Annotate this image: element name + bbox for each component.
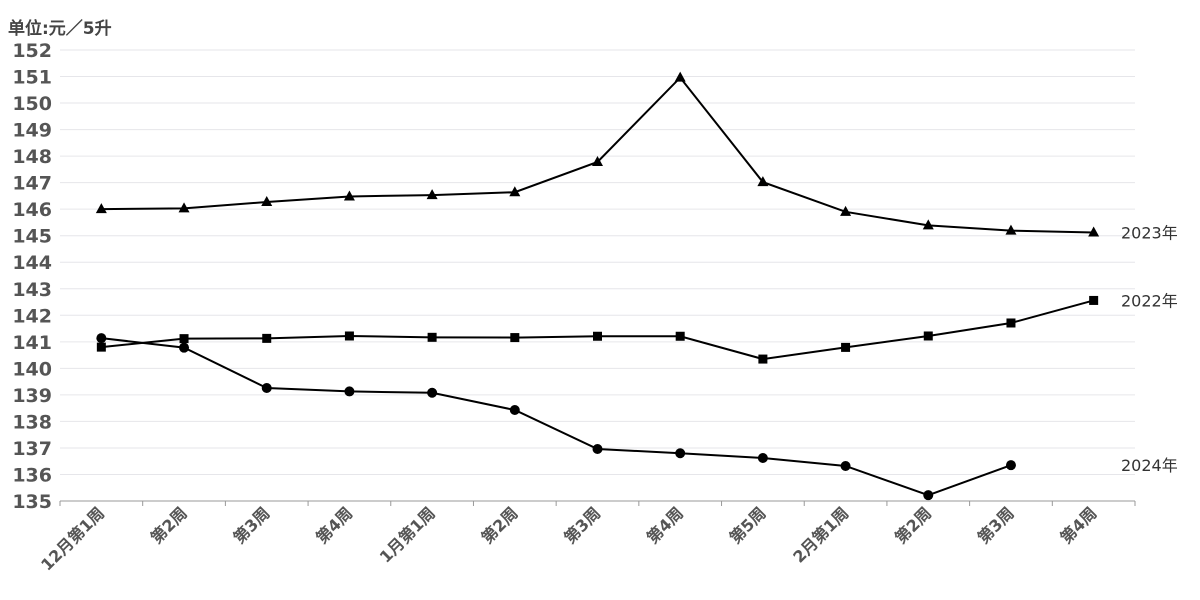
y-tick-label: 145 [12, 226, 52, 248]
data-point-circle [1005, 460, 1016, 471]
y-tick-label: 140 [12, 358, 52, 380]
data-point-circle [592, 444, 603, 455]
data-point-square [179, 334, 189, 344]
data-point-circle [675, 448, 686, 459]
y-tick-label: 151 [12, 67, 52, 89]
x-tick-label: 12月第1周 [37, 503, 108, 574]
data-point-square [1006, 318, 1016, 328]
y-tick-label: 143 [12, 279, 52, 301]
x-tick-label: 2月第1周 [789, 503, 852, 566]
series-label: 2022年 [1121, 291, 1178, 310]
data-point-triangle [95, 203, 107, 214]
y-tick-label: 149 [12, 120, 52, 142]
x-tick-label: 第3周 [974, 503, 1018, 547]
data-point-triangle [178, 202, 190, 213]
x-tick-label: 第4周 [1057, 503, 1101, 547]
y-tick-label: 144 [12, 252, 52, 274]
data-point-triangle [343, 190, 355, 201]
data-point-square [427, 332, 437, 342]
data-point-square [841, 342, 851, 352]
data-point-square [593, 331, 602, 341]
y-tick-label: 142 [12, 305, 52, 327]
y-tick-label: 141 [12, 332, 52, 354]
data-point-triangle [757, 176, 769, 187]
data-point-triangle [426, 189, 438, 200]
y-tick-label: 152 [12, 40, 52, 62]
y-tick-label: 138 [12, 411, 52, 433]
data-point-square [675, 331, 685, 341]
data-point-square [1089, 295, 1099, 305]
data-point-circle [261, 382, 272, 393]
data-point-circle [96, 333, 107, 344]
x-tick-label: 第4周 [312, 503, 356, 547]
data-point-circle [757, 453, 768, 464]
data-point-circle [179, 342, 190, 353]
data-point-triangle [1088, 226, 1100, 237]
y-tick-label: 150 [12, 93, 52, 115]
data-point-square [923, 331, 933, 341]
data-point-triangle [261, 196, 273, 207]
x-tick-label: 第2周 [147, 503, 191, 547]
data-point-triangle [674, 71, 686, 82]
data-point-triangle [592, 155, 603, 166]
data-point-triangle [922, 219, 934, 230]
x-tick-label: 第4周 [643, 503, 687, 547]
y-tick-label: 135 [12, 491, 52, 513]
series-line [101, 337, 1012, 497]
x-tick-label: 第5周 [726, 503, 770, 547]
y-tick-label: 136 [12, 464, 52, 486]
data-point-square [262, 333, 272, 343]
data-point-square [510, 333, 520, 343]
series-label: 2023年 [1121, 224, 1178, 243]
data-point-triangle [840, 205, 852, 216]
y-tick-label: 146 [12, 199, 52, 221]
x-tick-label: 第3周 [230, 503, 274, 547]
y-tick-label: 147 [12, 173, 52, 195]
series-line [101, 299, 1094, 361]
data-point-circle [344, 386, 355, 397]
y-tick-label: 139 [12, 385, 52, 407]
x-tick-label: 第2周 [478, 503, 522, 547]
x-tick-label: 1月第1周 [376, 503, 439, 566]
data-point-square [96, 342, 106, 352]
data-point-circle [923, 490, 934, 501]
data-point-circle [427, 387, 438, 398]
data-point-square [758, 354, 768, 364]
y-axis-unit-label: 单位:元／5升 [8, 19, 112, 39]
x-tick-label: 第3周 [560, 503, 604, 547]
data-point-square [344, 331, 354, 341]
data-point-circle [509, 405, 520, 416]
x-tick-label: 第2周 [891, 503, 935, 547]
series-label: 2024年 [1121, 456, 1178, 475]
data-point-circle [840, 460, 851, 471]
y-tick-label: 137 [12, 438, 52, 460]
data-point-triangle [509, 186, 521, 197]
y-tick-label: 148 [12, 146, 52, 168]
data-point-triangle [1005, 224, 1017, 235]
